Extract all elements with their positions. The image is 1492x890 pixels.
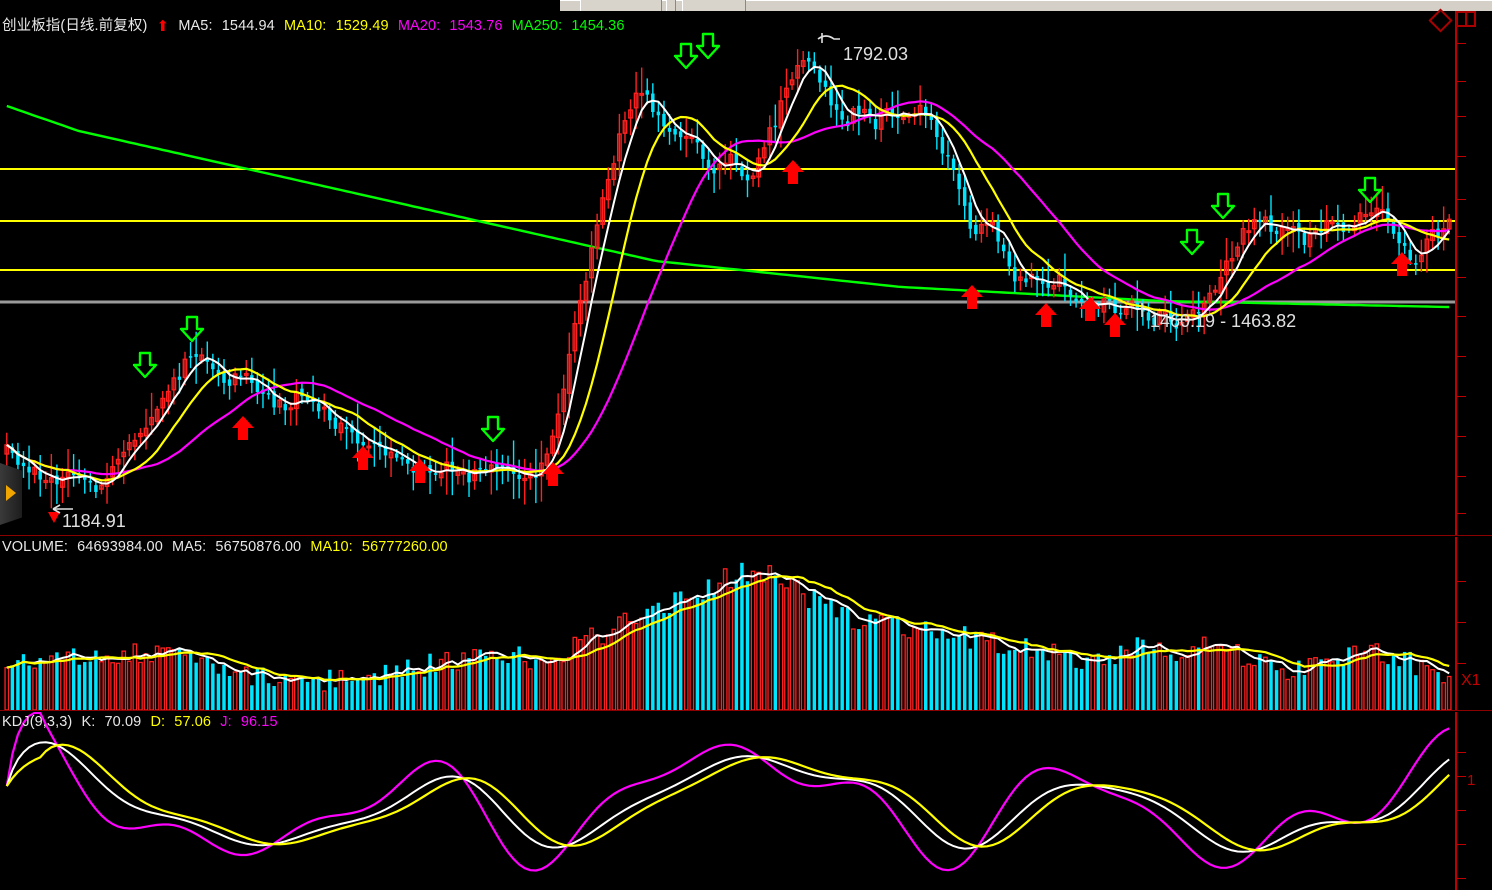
- ma250-value: 1454.36: [571, 18, 625, 34]
- up-arrow-icon: ⬆: [156, 18, 170, 35]
- ma20-label: MA20:: [397, 18, 441, 34]
- high-label: 1792.03: [843, 44, 909, 64]
- kdj-legend: KDJ(9,3,3) K: 70.09 D: 57.06 J: 96.15: [2, 714, 283, 730]
- toolbar-separator: [666, 0, 676, 11]
- window-toolbar: [0, 0, 1492, 13]
- volume-title: VOLUME:: [2, 539, 68, 555]
- ma5-value: 1544.94: [221, 18, 275, 34]
- scroll-left-arrow[interactable]: [0, 463, 22, 525]
- toolbar-button-1[interactable]: [580, 0, 662, 11]
- kdj-d-label: D:: [150, 714, 166, 730]
- kdj-d-value: 57.06: [174, 714, 212, 730]
- ma5-label: MA5:: [178, 18, 213, 34]
- volume-legend: VOLUME: 64693984.00 MA5: 56750876.00 MA1…: [2, 539, 453, 555]
- price-legend: 创业板指(日线.前复权) ⬆ MA5: 1544.94 MA10: 1529.4…: [2, 14, 630, 35]
- price-plot-area[interactable]: [0, 11, 1455, 535]
- volume-ma10-label: MA10:: [310, 539, 353, 555]
- kdj-right-axis[interactable]: 1: [1455, 712, 1492, 890]
- volume-panel[interactable]: VOLUME: 64693984.00 MA5: 56750876.00 MA1…: [0, 537, 1492, 710]
- kdj-k-label: K:: [81, 714, 96, 730]
- ma10-value: 1529.49: [335, 18, 389, 34]
- volume-bars-svg: [4, 562, 1452, 710]
- volume-ma5-value: 56750876.00: [215, 539, 302, 555]
- kdj-axis-label: 1: [1467, 772, 1476, 789]
- volume-value: 64693984.00: [77, 539, 163, 555]
- toolbar-button-2[interactable]: [682, 0, 746, 11]
- volume-right-axis[interactable]: X1: [1455, 537, 1492, 710]
- window-restore-icon[interactable]: [1456, 11, 1476, 27]
- volume-ma5-label: MA5:: [172, 539, 207, 555]
- ma10-label: MA10:: [284, 18, 327, 34]
- kdj-lines-svg: [5, 712, 1450, 872]
- price-right-axis[interactable]: [1455, 11, 1492, 535]
- volume-plot-area[interactable]: [0, 537, 1455, 710]
- kdj-plot-area[interactable]: [0, 712, 1455, 890]
- low-label: 1184.91: [62, 511, 126, 531]
- range-label: 1460.19 - 1463.82: [1150, 311, 1297, 331]
- kdj-title: KDJ(9,3,3): [2, 714, 73, 730]
- kdj-j-label: J:: [220, 714, 232, 730]
- ma20-value: 1543.76: [449, 18, 503, 34]
- price-candles-svg: [0, 32, 1455, 523]
- kdj-panel[interactable]: KDJ(9,3,3) K: 70.09 D: 57.06 J: 96.15 1: [0, 712, 1492, 890]
- volume-scale-badge[interactable]: X1: [1461, 672, 1481, 689]
- ma250-label: MA250:: [511, 18, 563, 34]
- kdj-j-value: 96.15: [240, 714, 278, 730]
- volume-ma10-value: 56777260.00: [361, 539, 448, 555]
- price-chart-panel[interactable]: 创业板指(日线.前复权) ⬆ MA5: 1544.94 MA10: 1529.4…: [0, 11, 1492, 535]
- instrument-name: 创业板指(日线.前复权): [2, 18, 148, 34]
- kdj-k-value: 70.09: [104, 714, 142, 730]
